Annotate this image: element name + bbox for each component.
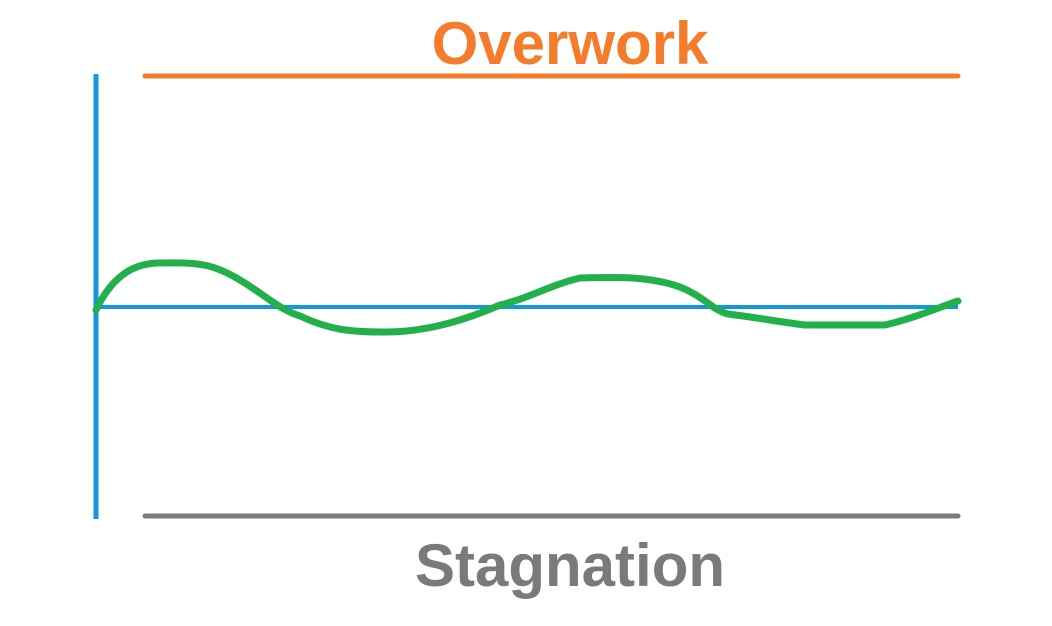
fluctuation-curve — [92, 259, 962, 336]
stagnation-label: Stagnation — [415, 532, 725, 599]
overwork-label: Overwork — [431, 10, 709, 77]
